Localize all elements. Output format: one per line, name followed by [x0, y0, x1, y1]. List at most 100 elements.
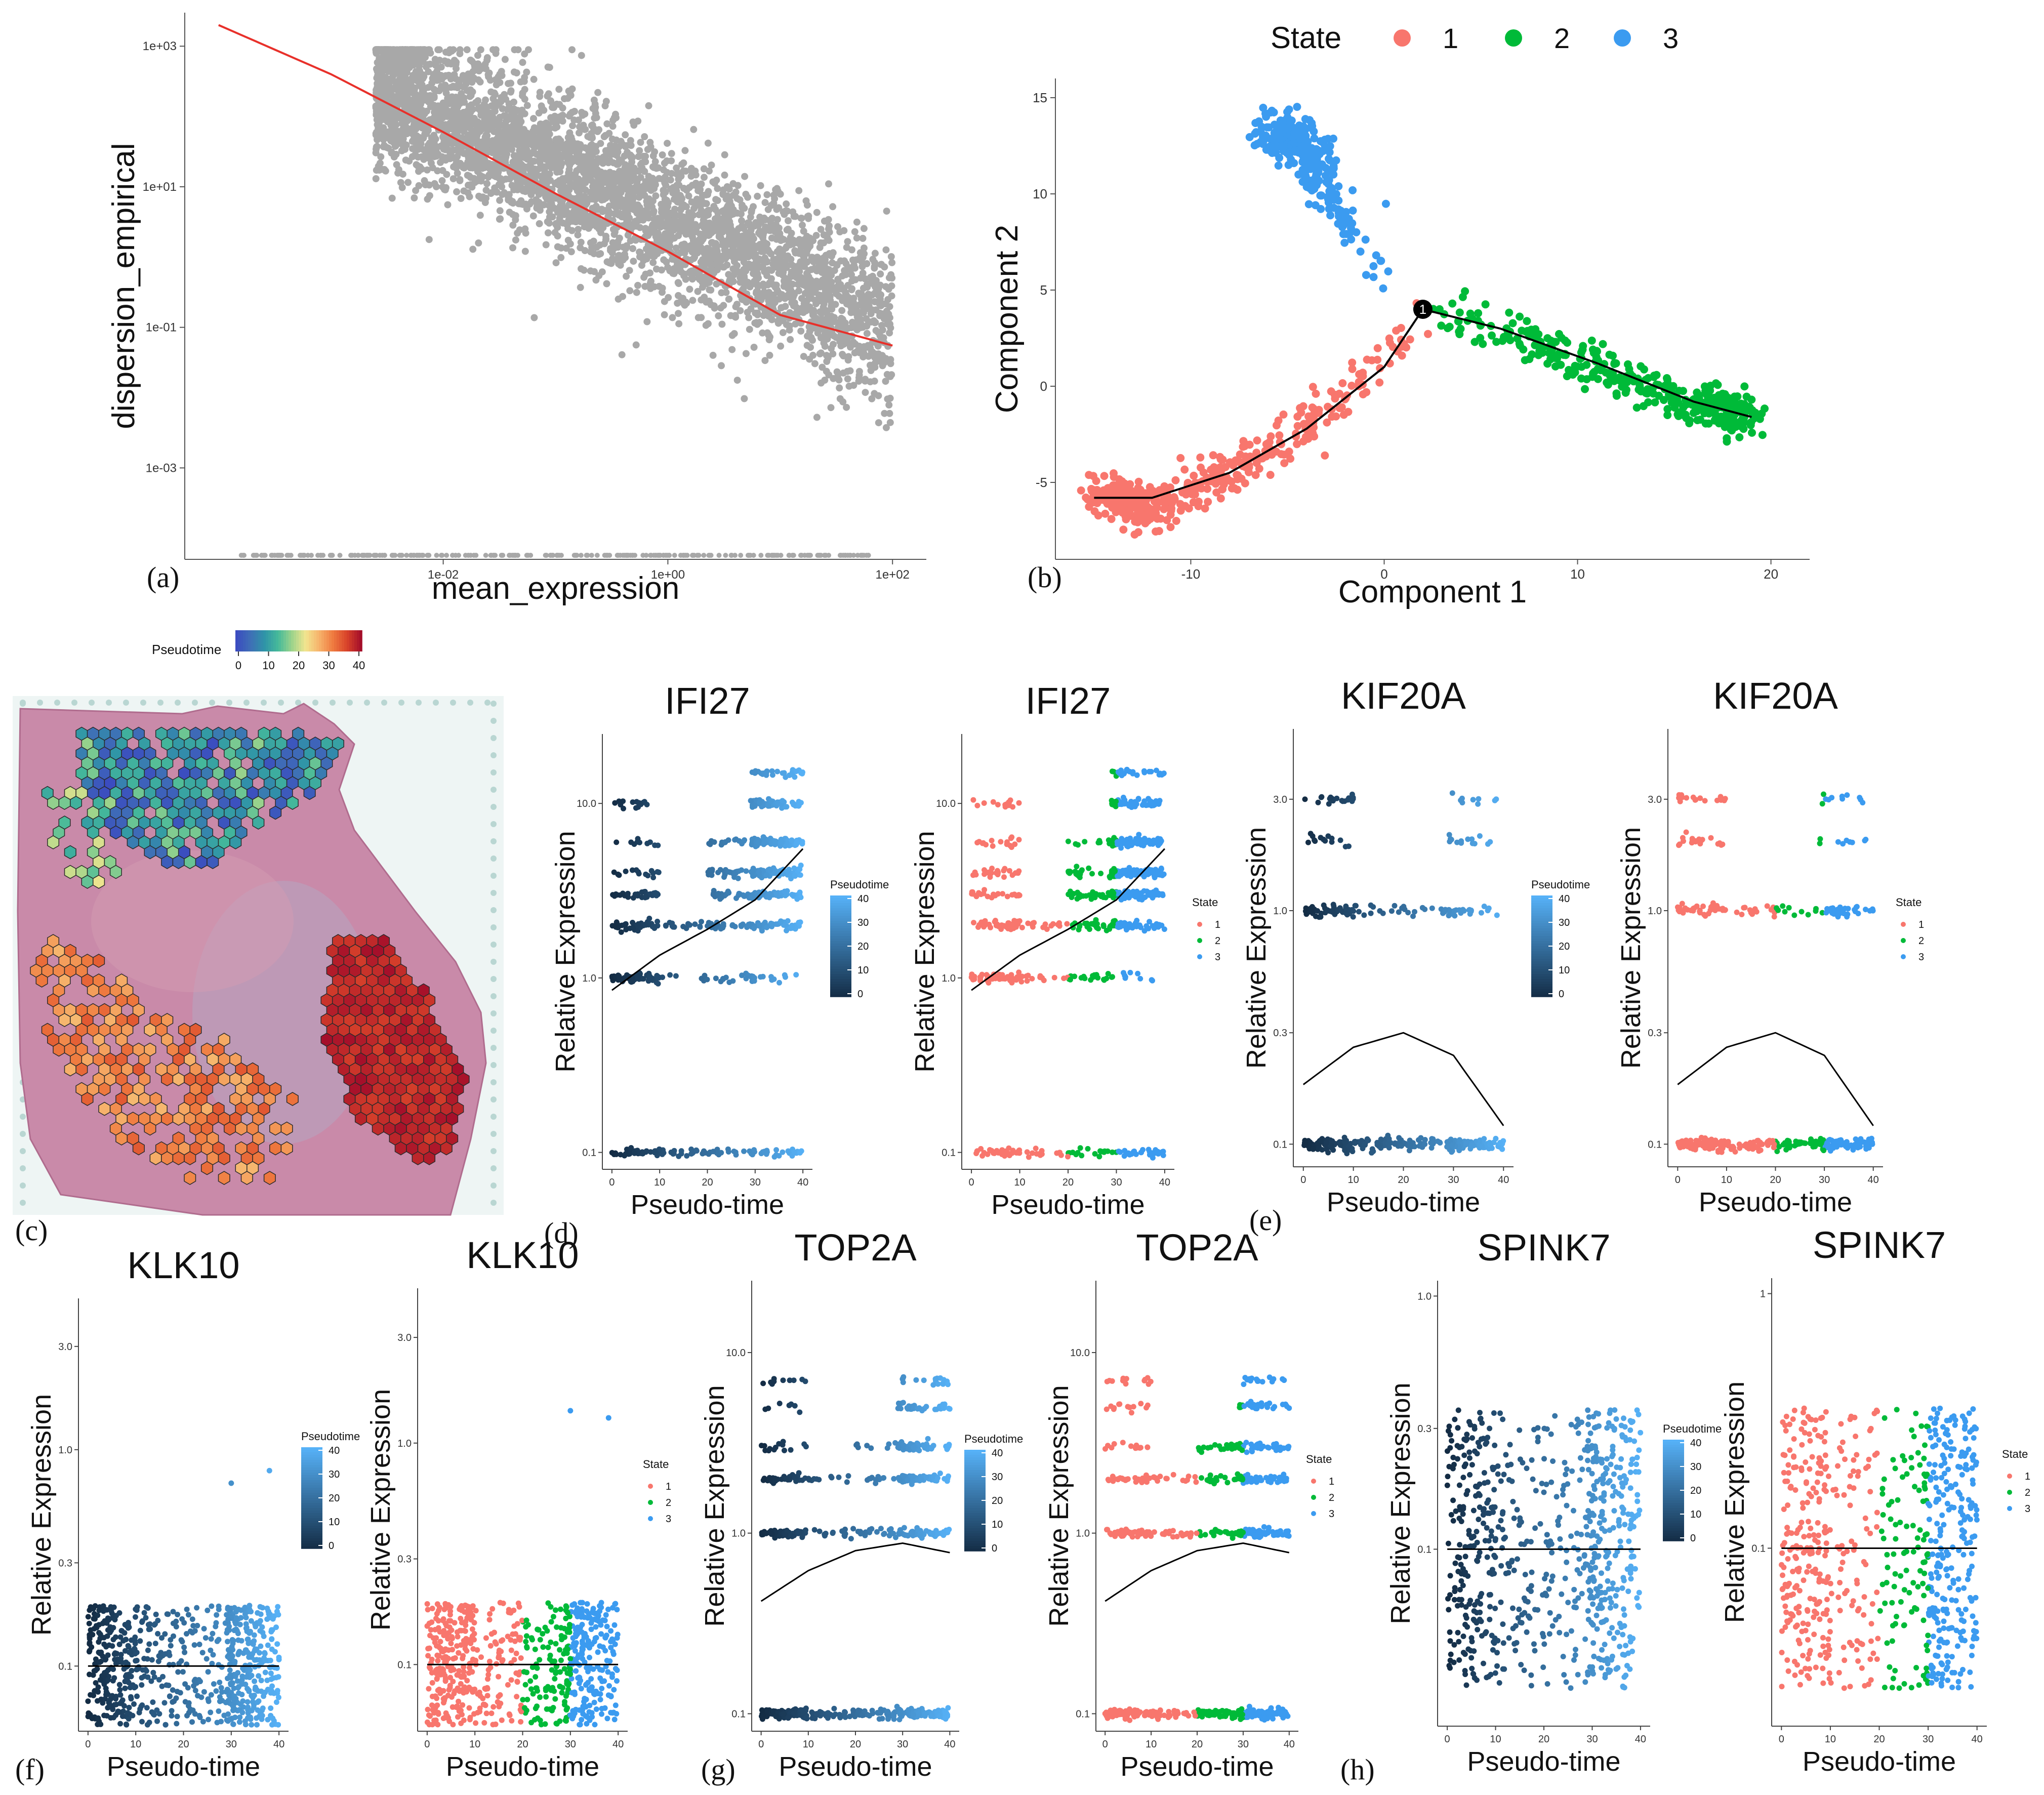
data-point: [689, 237, 697, 244]
data-point: [830, 341, 837, 348]
data-point: [456, 176, 464, 183]
data-point: [706, 167, 713, 175]
cell-point: [1235, 473, 1243, 481]
data-point: [453, 188, 461, 195]
data-point: [574, 144, 582, 151]
data-point: [390, 153, 398, 161]
data-point: [389, 69, 397, 77]
data-point: [844, 238, 851, 246]
data-point: [597, 250, 604, 258]
cell-point: [1621, 388, 1630, 397]
data-point: [431, 113, 438, 121]
data-point: [425, 84, 432, 91]
data-point: [650, 221, 658, 229]
data-point: [628, 158, 636, 166]
data-point: [856, 324, 864, 332]
x-tick-label: -10: [1181, 566, 1201, 582]
data-point: [559, 111, 566, 119]
data-point: [761, 199, 769, 207]
data-point: [742, 350, 750, 357]
data-point: [783, 261, 790, 268]
data-point: [413, 48, 420, 56]
data-point: [652, 265, 660, 273]
data-point: [417, 140, 425, 147]
data-point: [628, 197, 635, 205]
data-point: [871, 250, 879, 257]
data-point: [661, 173, 669, 181]
data-point: [647, 277, 655, 285]
data-point: [824, 233, 831, 241]
data-point: [803, 258, 811, 266]
data-point: [770, 553, 775, 558]
data-point: [590, 237, 597, 245]
data-point: [862, 389, 869, 396]
data-point: [746, 325, 753, 333]
data-point: [750, 344, 758, 351]
cell-point: [1085, 471, 1093, 479]
cell-point: [1197, 484, 1206, 493]
data-point: [630, 121, 638, 129]
legend-key-state-2: [1505, 29, 1522, 47]
cell-point: [1293, 422, 1302, 430]
data-point: [732, 303, 740, 310]
cell-point: [1516, 341, 1524, 350]
data-point: [757, 218, 765, 225]
data-point: [868, 395, 876, 402]
data-point: [787, 294, 794, 301]
cell-point: [1375, 378, 1384, 387]
data-point: [404, 179, 412, 186]
data-point: [604, 553, 609, 558]
data-point: [867, 310, 875, 317]
data-point: [386, 135, 393, 142]
data-point: [875, 419, 882, 427]
data-point: [781, 278, 788, 286]
data-point: [565, 112, 573, 120]
data-point: [731, 231, 739, 239]
data-point: [782, 207, 790, 215]
data-point: [641, 133, 648, 140]
cell-point: [1359, 372, 1367, 381]
data-point: [795, 262, 803, 269]
data-point: [284, 553, 290, 558]
data-point: [608, 185, 616, 192]
cell-point: [1180, 465, 1189, 474]
data-point: [509, 221, 517, 229]
cell-point: [1172, 517, 1180, 525]
data-point: [855, 368, 863, 375]
data-point: [481, 133, 489, 141]
legend-label-state-3: 3: [1663, 22, 1679, 54]
data-point: [648, 203, 656, 211]
data-point: [764, 281, 771, 289]
data-point: [626, 167, 633, 174]
data-point: [603, 120, 611, 128]
data-point: [681, 147, 689, 154]
data-point: [467, 73, 474, 81]
data-point: [591, 114, 598, 122]
data-point: [672, 212, 680, 219]
data-point: [466, 114, 474, 122]
data-point: [738, 217, 745, 224]
data-point: [800, 353, 807, 360]
cell-point: [1107, 515, 1116, 523]
data-point: [546, 219, 553, 227]
data-point: [411, 98, 419, 106]
data-point: [519, 59, 526, 66]
data-point: [768, 234, 775, 242]
data-point: [800, 227, 807, 235]
data-point: [665, 553, 670, 558]
cell-point: [1328, 413, 1336, 421]
data-point: [474, 118, 481, 126]
data-point: [536, 89, 544, 96]
x-tick-label: 1e-02: [428, 568, 459, 582]
data-point: [644, 248, 652, 256]
data-point: [674, 181, 682, 188]
data-point: [522, 164, 529, 171]
data-point: [535, 137, 543, 145]
data-point: [414, 553, 420, 558]
data-point: [768, 267, 775, 274]
data-point: [843, 403, 850, 411]
data-point: [855, 553, 861, 558]
data-point: [686, 285, 693, 293]
data-point: [446, 119, 454, 127]
data-point: [744, 309, 751, 316]
